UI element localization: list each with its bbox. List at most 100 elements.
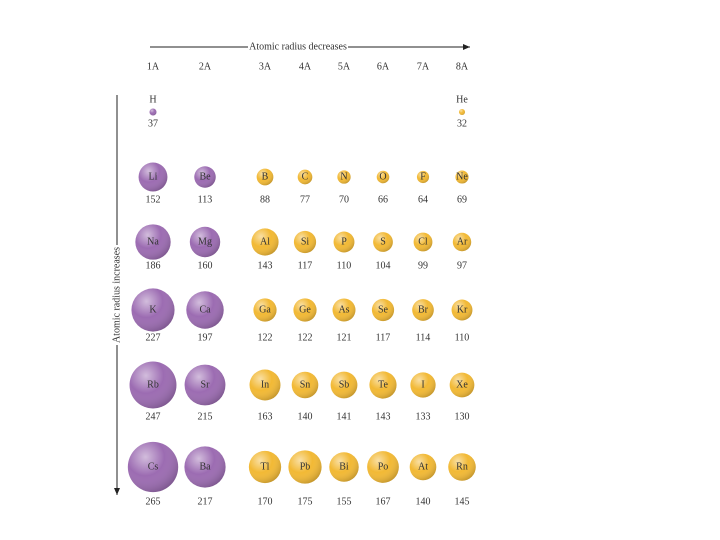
atom-shine: [131, 288, 175, 332]
element-symbol: N: [340, 171, 347, 182]
radius-value: 217: [198, 496, 213, 507]
atom-shine: [135, 224, 171, 260]
atom-shine: [293, 298, 317, 322]
radius-value: 117: [298, 260, 313, 271]
radius-value: 170: [258, 496, 273, 507]
atom-shine: [367, 451, 399, 483]
element-symbol: Bi: [339, 461, 349, 472]
radius-value: 70: [339, 194, 349, 205]
group-label: 2A: [199, 61, 212, 72]
atom-shine: [376, 170, 390, 184]
atom-shine: [149, 108, 157, 116]
element-symbol: Ar: [457, 236, 468, 247]
radius-value: 145: [455, 496, 470, 507]
radius-value: 122: [258, 332, 273, 343]
element-symbol: F: [420, 171, 426, 182]
atom-shine: [127, 441, 179, 493]
atom-shine: [371, 298, 395, 322]
atom-shine: [448, 453, 476, 481]
atom-shine: [138, 162, 168, 192]
group-label: 7A: [417, 61, 430, 72]
element-symbol: Po: [378, 461, 389, 472]
element-symbol: Pb: [300, 461, 311, 472]
element-symbol: Tl: [261, 461, 270, 472]
element-symbol: Ba: [199, 461, 211, 472]
element-symbol: Rb: [147, 379, 159, 390]
radius-value: 141: [337, 411, 352, 422]
atom-shine: [297, 169, 313, 185]
element-symbol: S: [380, 236, 386, 247]
element-symbol: Mg: [198, 236, 212, 247]
group-label: 6A: [377, 61, 390, 72]
atom-shine: [451, 299, 473, 321]
element-symbol: Be: [199, 171, 211, 182]
element-symbol: Sr: [201, 379, 211, 390]
element-symbol: Ga: [259, 304, 271, 315]
element-symbol: O: [379, 171, 386, 182]
element-symbol: As: [338, 304, 349, 315]
atom-shine: [329, 452, 359, 482]
group-label: 1A: [147, 61, 160, 72]
radius-value: 66: [378, 194, 388, 205]
atom-shine: [330, 371, 358, 399]
atom-shine: [337, 170, 351, 184]
atom-shine: [256, 168, 274, 186]
atom-shine: [184, 364, 226, 406]
radius-value: 99: [418, 260, 428, 271]
radius-value: 143: [258, 260, 273, 271]
atom-shine: [449, 372, 475, 398]
atom-shine: [184, 446, 226, 488]
side-arrow-label: Atomic radius increases: [111, 247, 122, 343]
radius-value: 163: [258, 411, 273, 422]
group-label: 4A: [299, 61, 312, 72]
radius-value: 186: [146, 260, 161, 271]
radius-value: 140: [416, 496, 431, 507]
atom-shine: [373, 232, 393, 252]
radius-value: 32: [457, 118, 467, 129]
radius-value: 113: [198, 194, 213, 205]
radius-value: 110: [455, 332, 470, 343]
atom-shine: [458, 108, 466, 116]
radius-value: 64: [418, 194, 428, 205]
element-symbol: Br: [418, 304, 429, 315]
radius-value: 175: [298, 496, 313, 507]
element-symbol: Kr: [457, 304, 468, 315]
element-symbol: Li: [149, 171, 158, 182]
element-symbol: At: [418, 461, 428, 472]
atom-shine: [332, 298, 356, 322]
group-label: 8A: [456, 61, 469, 72]
atom-shine: [249, 369, 281, 401]
atom-shine: [416, 170, 430, 184]
atom-shine: [186, 291, 224, 329]
group-label: 5A: [338, 61, 351, 72]
element-symbol: He: [456, 94, 468, 105]
atom-shine: [409, 453, 437, 481]
atom-shine: [129, 361, 177, 409]
atom-shine: [189, 226, 221, 258]
atom-shine: [291, 371, 319, 399]
radius-value: 88: [260, 194, 270, 205]
radius-value: 104: [376, 260, 391, 271]
element-symbol: Cl: [418, 236, 428, 247]
radius-value: 110: [337, 260, 352, 271]
radius-value: 77: [300, 194, 310, 205]
element-symbol: In: [261, 379, 269, 390]
radius-value: 167: [376, 496, 391, 507]
group-label: 3A: [259, 61, 272, 72]
radius-value: 133: [416, 411, 431, 422]
radius-value: 140: [298, 411, 313, 422]
element-symbol: Se: [378, 304, 389, 315]
atom-shine: [410, 372, 436, 398]
radius-value: 152: [146, 194, 161, 205]
radius-value: 143: [376, 411, 391, 422]
element-symbol: H: [149, 94, 156, 105]
radius-value: 247: [146, 411, 161, 422]
radius-value: 114: [416, 332, 431, 343]
label-bg: [248, 40, 348, 54]
radius-value: 37: [148, 118, 158, 129]
element-symbol: Sn: [300, 379, 311, 390]
element-symbol: Cs: [148, 461, 159, 472]
atom-shine: [412, 299, 434, 321]
radius-value: 97: [457, 260, 467, 271]
